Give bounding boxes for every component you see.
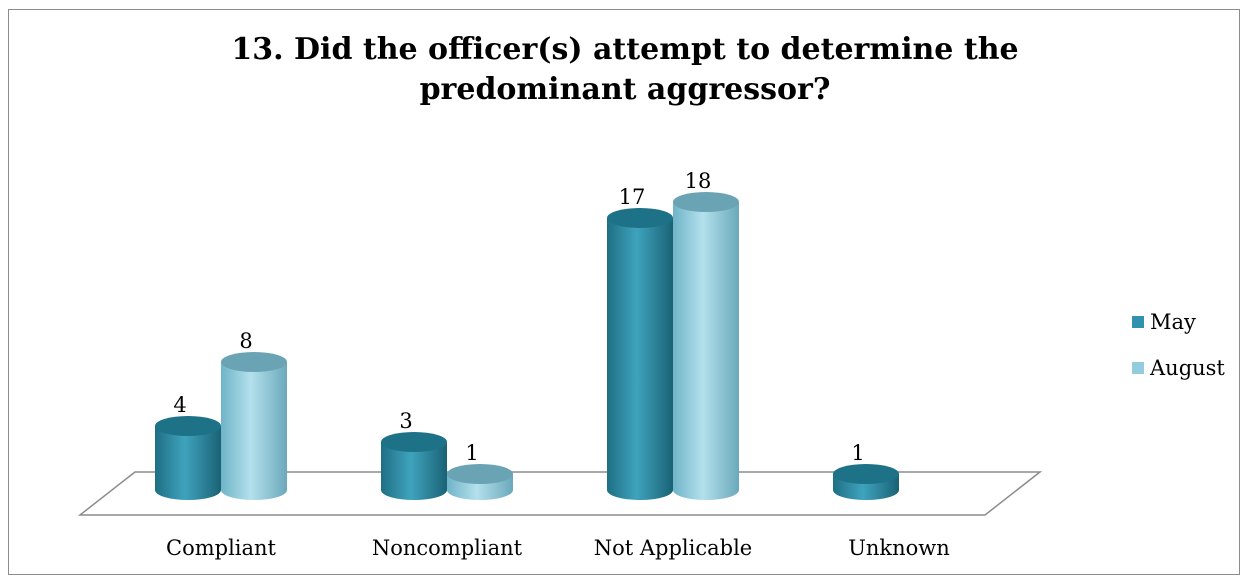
chart-floor xyxy=(77,471,1043,516)
bar-body xyxy=(607,218,673,500)
bar-top xyxy=(673,192,739,212)
legend-swatch-may xyxy=(1132,316,1144,328)
bar-may-not-applicable xyxy=(607,208,673,500)
legend-item-may: May xyxy=(1132,310,1225,334)
legend-swatch-august xyxy=(1132,362,1144,374)
bar-body xyxy=(673,202,739,500)
bar-body xyxy=(221,362,287,500)
bar-body xyxy=(155,426,221,500)
data-label-august-noncompliant: 1 xyxy=(465,441,478,465)
legend-item-august: August xyxy=(1132,356,1225,380)
bar-top xyxy=(155,416,221,436)
bar-body xyxy=(381,442,447,500)
bar-top xyxy=(607,208,673,228)
chart-title: 13. Did the officer(s) attempt to determ… xyxy=(231,32,1019,107)
bar-top xyxy=(447,464,513,484)
data-label-may-compliant: 4 xyxy=(173,393,186,417)
data-label-may-unknown: 1 xyxy=(851,441,864,465)
x-tick-label-unknown: Unknown xyxy=(848,536,950,560)
bar-august-compliant xyxy=(221,352,287,500)
bar-august-not-applicable xyxy=(673,192,739,500)
bar-may-noncompliant xyxy=(381,432,447,500)
data-label-august-not-applicable: 18 xyxy=(685,169,712,193)
bar-top xyxy=(221,352,287,372)
x-tick-label-compliant: Compliant xyxy=(166,536,277,560)
bar-top xyxy=(833,464,899,484)
x-tick-label-noncompliant: Noncompliant xyxy=(372,536,523,560)
data-label-may-not-applicable: 17 xyxy=(619,185,646,209)
legend-label-may: May xyxy=(1150,310,1196,334)
chart-legend: May August xyxy=(1132,310,1225,402)
data-label-may-noncompliant: 3 xyxy=(399,409,412,433)
bar-august-noncompliant xyxy=(447,464,513,500)
bar-top xyxy=(381,432,447,452)
legend-label-august: August xyxy=(1150,356,1225,380)
data-label-august-compliant: 8 xyxy=(239,329,252,353)
x-tick-label-not-applicable: Not Applicable xyxy=(594,536,752,560)
bar-may-unknown xyxy=(833,464,899,500)
bar-may-compliant xyxy=(155,416,221,500)
